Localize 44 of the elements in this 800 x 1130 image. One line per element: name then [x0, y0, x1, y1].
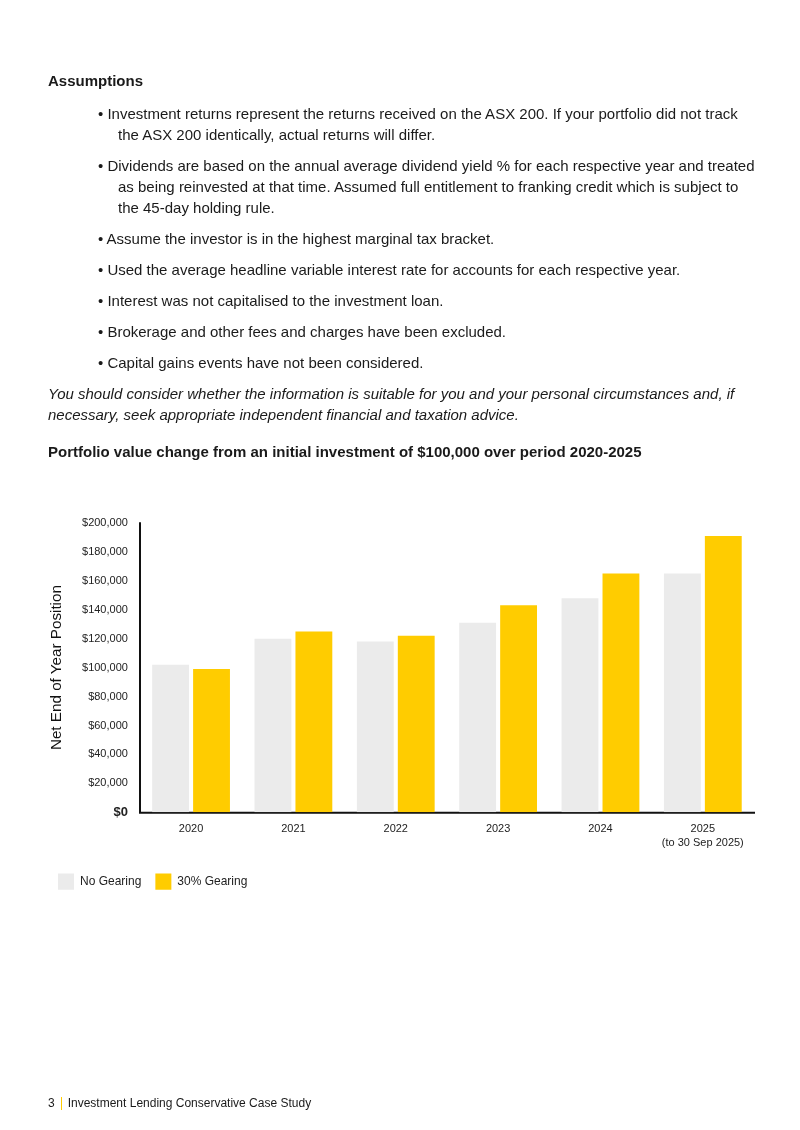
text: • Interest was not capitalised to the investment loan. [98, 291, 445, 311]
y-axis-title: Net End of Year Position [47, 585, 65, 751]
y-tick-label: $60,000 [88, 718, 128, 731]
y-tick-label: $0 [113, 803, 128, 819]
y-tick-label: $200,000 [82, 515, 128, 528]
x-tick-label: 2024 [588, 822, 613, 835]
text: • Assume the investor is in the highest marginal tax bracket. [98, 229, 496, 249]
x-tick-label: 2020 [178, 822, 204, 835]
text: Investment Lending Conservative Case Study [67, 1096, 312, 1110]
bar [704, 535, 742, 813]
text: You should consider whether the information is suitable for you and your personal circumstances and, if necessary, seek appropriate independent financial and taxation advice. [48, 384, 737, 425]
bar [602, 573, 640, 813]
bar [254, 638, 292, 813]
bar [663, 573, 701, 813]
y-tick-label: $140,000 [82, 602, 128, 615]
y-tick-label: $40,000 [88, 747, 128, 760]
bar [356, 641, 394, 813]
x-tick-label: 2025 (to 30 Sep 2025) [661, 822, 744, 848]
text: • Used the average headline variable interest rate for accounts for each respective year. [98, 260, 682, 280]
y-tick-label: $160,000 [82, 573, 128, 586]
text: 3 [48, 1096, 55, 1110]
x-tick-label: 2023 [485, 822, 511, 835]
text: • Dividends are based on the annual average dividend yield % for each respective year and treated as being reinvested at that time. Assumed full entitlement to franking credit which is subject to the 45-day holding rule. [98, 156, 756, 218]
legend-label: 30% Gearing [177, 874, 248, 889]
bar [295, 631, 333, 813]
y-tick-label: $20,000 [88, 776, 128, 789]
x-tick-label: 2022 [383, 822, 408, 835]
text: • Brokerage and other fees and charges have been excluded. [98, 322, 508, 342]
bar [459, 622, 497, 813]
text: • Investment returns represent the returns received on the ASX 200. If your portfolio did not track the ASX 200 identically, actual returns will differ. [98, 104, 739, 145]
bar [397, 635, 435, 813]
bar [500, 605, 538, 813]
bar [193, 669, 230, 813]
x-tick-label: 2021 [281, 822, 306, 835]
y-tick-label: $180,000 [82, 544, 128, 557]
y-tick-label: $80,000 [88, 689, 128, 702]
chart-title: Portfolio value change from an initial investment of $100,000 over period 2020-2025 [48, 443, 643, 460]
bar [152, 664, 190, 813]
text: Assumptions [48, 72, 144, 89]
text: • Capital gains events have not been considered. [98, 353, 425, 373]
y-tick-label: $100,000 [82, 660, 128, 673]
legend-label: No Gearing [80, 874, 142, 889]
bar [561, 598, 599, 813]
y-tick-label: $120,000 [82, 631, 128, 644]
